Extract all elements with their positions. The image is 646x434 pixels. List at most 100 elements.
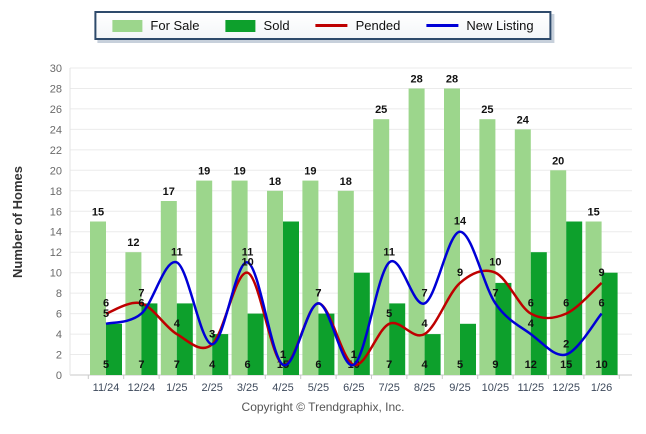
sold-value-label: 5 [457, 359, 463, 371]
sold-value-label: 4 [422, 359, 429, 371]
pended-value-label: 10 [241, 257, 253, 269]
sold-bar [318, 313, 335, 375]
pended-value-label: 7 [138, 287, 144, 299]
y-tick-label: 6 [56, 309, 62, 321]
new-listing-line-swatch-icon [426, 24, 459, 27]
for-sale-bar [337, 190, 354, 375]
for-sale-bar [160, 201, 177, 375]
y-axis-title: Number of Homes [10, 166, 25, 278]
legend-label-pended: Pended [355, 18, 401, 33]
new-listing-value-label: 11 [171, 246, 183, 258]
sold-value-label: 12 [525, 359, 537, 371]
new-listing-line [105, 230, 603, 367]
sold-value-label: 7 [386, 359, 392, 371]
legend-item-pended: Pended [315, 18, 401, 33]
x-tick-label: 12/24 [128, 382, 156, 394]
new-listing-value-label: 7 [422, 287, 428, 299]
sold-bar [601, 272, 618, 375]
pended-line [105, 269, 603, 367]
sold-bar [389, 303, 406, 375]
pended-value-label: 9 [457, 267, 463, 279]
for-sale-value-label: 15 [92, 207, 104, 219]
for-sale-bar [444, 88, 460, 375]
for-sale-bar [373, 119, 390, 375]
for-sale-bar [585, 221, 602, 375]
for-sale-bar [267, 190, 283, 375]
for-sale-bar [90, 221, 106, 375]
sold-bar [424, 334, 441, 375]
sold-value-label: 15 [560, 359, 572, 371]
pended-value-label: 1 [351, 349, 357, 361]
sold-bar [212, 334, 229, 375]
for-sale-value-label: 25 [481, 104, 493, 116]
new-listing-value-label: 5 [103, 308, 109, 320]
y-tick-label: 16 [50, 206, 62, 218]
sold-bar [106, 323, 122, 375]
pended-value-label: 6 [563, 298, 569, 310]
x-tick-label: 4/25 [272, 382, 293, 394]
y-tick-label: 20 [50, 165, 62, 177]
pended-value-label: 9 [599, 267, 605, 279]
copyright-text: Copyright © Trendgraphix, Inc. [241, 400, 405, 414]
pended-value-label: 4 [174, 318, 181, 330]
new-listing-value-label: 7 [315, 287, 321, 299]
x-tick-label: 10/25 [482, 382, 510, 394]
x-tick-label: 6/25 [343, 382, 364, 394]
new-listing-value-label: 3 [209, 328, 215, 340]
sold-bar [247, 313, 264, 375]
for-sale-bar [514, 129, 531, 375]
legend-label-sold: Sold [263, 18, 290, 33]
legend-item-new-listing: New Listing [426, 18, 534, 33]
sold-value-label: 9 [492, 359, 498, 371]
new-listing-value-label: 4 [528, 318, 535, 330]
x-tick-label: 2/25 [201, 382, 222, 394]
y-tick-label: 26 [50, 104, 62, 116]
pended-value-label: 6 [528, 298, 534, 310]
for-sale-value-label: 15 [587, 207, 599, 219]
new-listing-value-label: 11 [383, 246, 395, 258]
sold-bar [353, 272, 370, 375]
for-sale-bar [125, 252, 142, 375]
y-tick-label: 30 [50, 63, 62, 75]
y-tick-label: 24 [50, 124, 62, 136]
y-tick-label: 4 [56, 329, 62, 341]
y-tick-label: 22 [50, 145, 62, 157]
y-tick-label: 8 [56, 288, 62, 300]
pended-line-swatch-icon [315, 24, 348, 27]
sold-value-label: 10 [595, 359, 607, 371]
for-sale-value-label: 19 [198, 166, 210, 178]
x-tick-label: 5/25 [308, 382, 329, 394]
pended-value-label: 5 [386, 308, 392, 320]
x-tick-label: 9/25 [449, 382, 470, 394]
for-sale-value-label: 19 [304, 166, 316, 178]
new-listing-value-label: 6 [138, 298, 144, 310]
x-tick-label: 11/24 [93, 382, 120, 394]
y-tick-label: 12 [50, 247, 62, 259]
legend-item-for-sale: For Sale [112, 18, 200, 33]
y-tick-label: 2 [56, 350, 62, 362]
for-sale-value-label: 24 [517, 114, 530, 126]
new-listing-value-label: 1 [351, 349, 357, 361]
for-sale-value-label: 17 [163, 186, 175, 198]
for-sale-value-label: 28 [410, 74, 422, 86]
for-sale-value-label: 28 [446, 74, 458, 86]
pended-value-label: 4 [422, 318, 429, 330]
sold-value-label: 4 [209, 359, 216, 371]
sold-value-label: 7 [174, 359, 180, 371]
sold-bar [495, 282, 512, 375]
x-tick-label: 1/25 [166, 382, 187, 394]
sold-value-label: 6 [315, 359, 321, 371]
new-listing-value-label: 11 [242, 246, 254, 258]
x-tick-label: 7/25 [378, 382, 399, 394]
new-listing-value-label: 1 [280, 349, 286, 361]
for-sale-value-label: 12 [127, 237, 139, 249]
legend-item-sold: Sold [225, 18, 290, 33]
for-sale-value-label: 18 [340, 176, 352, 188]
x-tick-label: 8/25 [414, 382, 435, 394]
pended-value-label: 1 [280, 349, 286, 361]
sold-value-label: 5 [103, 359, 109, 371]
pended-value-label: 3 [209, 328, 215, 340]
for-sale-bar [550, 170, 567, 375]
y-tick-label: 0 [56, 370, 62, 382]
